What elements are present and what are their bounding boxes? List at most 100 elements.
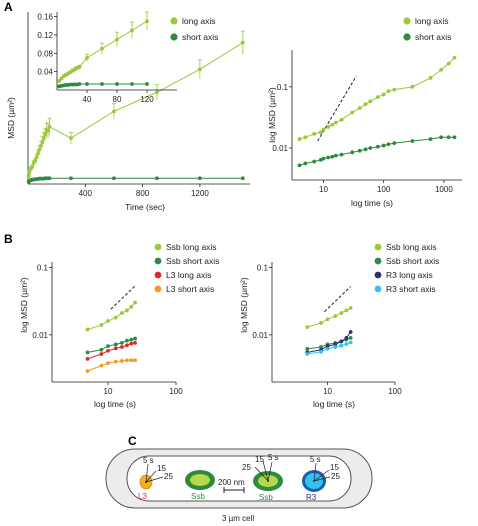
data-point-short: [339, 152, 344, 157]
data-point-long: [37, 147, 42, 152]
legend-a: long axis short axis: [170, 16, 218, 42]
x-tick-label: 10: [323, 387, 332, 396]
legend-marker-l3-short: [154, 285, 162, 293]
legend-label-short: short axis: [182, 32, 218, 42]
chart-b-left: log MSD (µm²) log time (s) 10 100 0.01 0.1: [19, 262, 183, 409]
data-point-long: [375, 95, 380, 99]
data-point-long: [452, 55, 457, 60]
data-point-R3_long: [344, 336, 349, 340]
x-tick-label: 800: [136, 189, 150, 198]
legend-marker-r3-long: [374, 271, 382, 279]
data-point-L3_short: [113, 359, 118, 364]
y-tick-label: 0.16: [37, 13, 53, 22]
data-point-L3_long: [85, 356, 90, 361]
data-point-short: [77, 82, 82, 86]
data-point-short: [99, 347, 104, 352]
data-point-short: [357, 148, 362, 153]
data-point-long: [319, 321, 323, 325]
data-point-long: [344, 308, 349, 313]
data-point-short: [305, 346, 310, 351]
x-tick-label: 1200: [191, 189, 209, 198]
data-point-long: [112, 109, 116, 114]
data-point-short: [312, 159, 317, 164]
data-point-short: [439, 135, 444, 140]
axis-title-y: log MSD (µm²): [19, 277, 29, 333]
data-point-long: [130, 28, 134, 33]
x-tick-label: 100: [388, 387, 402, 396]
data-point-L3_long: [119, 345, 124, 349]
r3-label-25: 25: [331, 472, 340, 481]
ssb-line-5s: [267, 461, 273, 482]
x-tick-label: 80: [113, 95, 122, 104]
data-point-long: [129, 304, 134, 309]
data-point-short: [428, 137, 433, 141]
legend-marker-ssb-short: [154, 257, 162, 265]
legend-label-r3-short: R3 short axis: [386, 284, 436, 294]
data-point-short: [303, 161, 308, 166]
legend-marker-ssb-short: [374, 257, 382, 265]
data-point-short: [115, 82, 119, 86]
data-point-L3_short: [99, 363, 104, 368]
data-point-R3_short: [319, 349, 323, 354]
data-point-R3_short: [344, 342, 349, 346]
data-point-long: [197, 67, 202, 72]
data-point-long: [386, 89, 391, 94]
data-point-short: [326, 155, 331, 160]
axis-title-x: Time (sec): [125, 202, 165, 212]
data-point-long: [119, 311, 124, 315]
series-marks: [305, 286, 353, 356]
data-point-R3_short: [348, 340, 353, 345]
data-point-long: [339, 117, 344, 122]
r3-label-15: 15: [330, 463, 339, 472]
x-tick-label: 1000: [435, 185, 453, 194]
data-point-short: [112, 176, 116, 181]
data-point-L3_long: [106, 348, 110, 353]
cell-size-label: 3 µm cell: [222, 514, 254, 523]
scale-bar-label: 200 nm: [218, 478, 245, 487]
y-tick-label: 0.12: [37, 31, 53, 40]
data-point-long: [85, 55, 89, 60]
series-marks: [85, 284, 137, 374]
data-point-short: [386, 142, 391, 147]
axis-title-y: MSD (µm²): [6, 97, 16, 139]
axis-title-x: log time (s): [313, 399, 355, 409]
data-point-short: [348, 336, 353, 340]
data-point-L3_short: [85, 369, 90, 374]
ticks: 10 100 1000 0.01 0.1: [272, 83, 453, 194]
data-point-long: [321, 127, 326, 132]
data-point-short: [85, 350, 90, 355]
data-point-short: [145, 82, 149, 86]
data-point-R3_short: [305, 352, 310, 356]
data-point-short: [321, 156, 326, 161]
data-point-short: [452, 135, 457, 140]
data-point-R3_long: [339, 339, 344, 344]
y-tick-label: 0.01: [272, 144, 288, 153]
r3-line-5s: [313, 462, 317, 482]
data-point-short: [119, 340, 124, 345]
l3-name: L3: [138, 492, 147, 501]
y-tick-label: 0.1: [257, 263, 269, 272]
data-point-long: [33, 159, 38, 163]
data-point-R3_short: [339, 343, 344, 348]
legend-marker-short: [170, 33, 178, 41]
x-tick-label: 10: [104, 387, 113, 396]
data-point-long: [46, 128, 50, 133]
data-point-short: [197, 176, 202, 181]
r3-label-5s: 5 s: [310, 455, 321, 464]
data-point-short: [381, 143, 386, 148]
legend-marker-ssb-long: [154, 243, 162, 251]
data-point-short: [113, 342, 118, 347]
ssb-label-15: 15: [255, 455, 264, 464]
data-point-long: [297, 137, 302, 141]
data-point-long: [99, 323, 104, 327]
data-point-L3_long: [129, 341, 134, 346]
data-point-long: [77, 65, 82, 69]
data-point-long: [357, 106, 362, 110]
data-point-long: [325, 317, 330, 322]
data-point-long: [350, 110, 355, 115]
legend-label-ssb-long: Ssb long axis: [166, 242, 217, 252]
data-point-long: [40, 140, 45, 144]
data-point-long: [133, 300, 137, 305]
data-point-short: [410, 139, 415, 143]
cell-inner: [126, 455, 352, 502]
